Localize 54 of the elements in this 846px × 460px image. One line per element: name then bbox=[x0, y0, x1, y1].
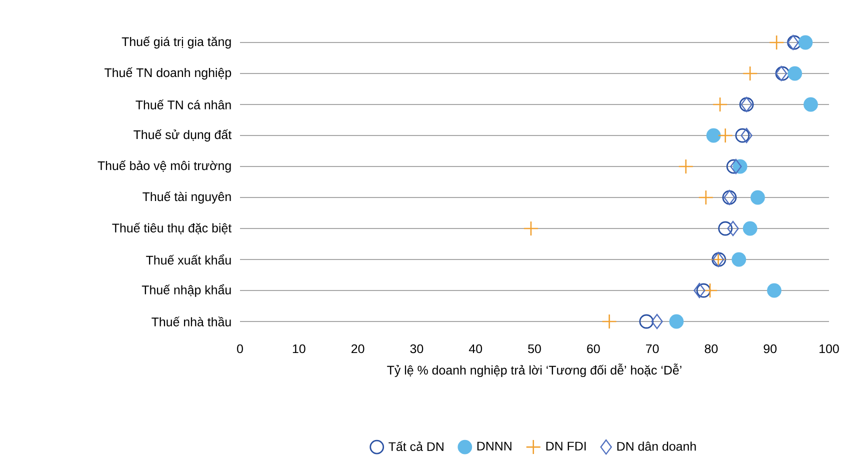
point bbox=[639, 314, 654, 329]
x-tick-label: 10 bbox=[292, 344, 306, 354]
point bbox=[694, 282, 706, 298]
x-tick-label: 100 bbox=[820, 344, 839, 354]
point bbox=[651, 314, 663, 330]
point bbox=[742, 221, 758, 236]
point bbox=[732, 252, 746, 267]
y-tick-label: Thuế xuất khẩu bbox=[146, 254, 231, 265]
legend-label: DNNN bbox=[477, 442, 512, 450]
y-tick-label: Thuế bảo vệ môi trường bbox=[98, 160, 231, 173]
point bbox=[787, 34, 799, 50]
point bbox=[750, 190, 765, 205]
point bbox=[804, 97, 818, 112]
legend-label: Tất cả DN bbox=[388, 441, 444, 452]
y-tick-label: Thuế TN cá nhân bbox=[136, 100, 231, 110]
y-tick-label: Thuế nhà thầu bbox=[152, 316, 231, 326]
point bbox=[702, 282, 718, 298]
point bbox=[788, 66, 802, 81]
point bbox=[706, 128, 721, 143]
point bbox=[678, 158, 694, 174]
point bbox=[735, 128, 750, 143]
point bbox=[718, 128, 733, 144]
x-tick-label: 50 bbox=[528, 344, 541, 354]
y-tick-label: Thuế giá trị gia tăng bbox=[122, 36, 231, 49]
point bbox=[742, 66, 758, 82]
point bbox=[712, 96, 728, 112]
x-tick-label: 20 bbox=[352, 344, 364, 354]
point bbox=[798, 35, 813, 50]
x-tick-label: 70 bbox=[646, 344, 659, 354]
point bbox=[768, 34, 784, 50]
y-tick-label: Thuế tiêu thụ đặc biệt bbox=[112, 222, 232, 234]
y-tick-label: Thuế tài nguyên bbox=[142, 191, 231, 204]
x-tick-label: 60 bbox=[587, 344, 600, 354]
x-tick-label: 80 bbox=[704, 344, 718, 354]
point bbox=[767, 283, 782, 298]
x-axis-title: Tỷ lệ % doanh nghiệp trả lời ‘Tương đối dễ’ hoặc ‘Dễ’ bbox=[387, 364, 682, 378]
point bbox=[730, 158, 742, 174]
point bbox=[698, 190, 714, 206]
point bbox=[523, 220, 539, 236]
legend-label: DN FDI bbox=[546, 442, 586, 450]
x-tick-label: 30 bbox=[410, 344, 424, 354]
point bbox=[740, 128, 752, 144]
y-tick-label: Thuế sử dụng đất bbox=[134, 129, 232, 142]
point bbox=[718, 221, 733, 236]
x-tick-label: 40 bbox=[468, 344, 482, 354]
y-tick-label: Thuế nhập khẩu bbox=[142, 284, 231, 297]
point bbox=[727, 220, 739, 236]
point bbox=[602, 314, 617, 330]
point bbox=[669, 314, 684, 329]
point bbox=[696, 283, 711, 298]
x-tick-label: 0 bbox=[237, 344, 243, 354]
y-tick-label: Thuế TN doanh nghiệp bbox=[104, 67, 232, 80]
x-tick-label: 90 bbox=[764, 344, 777, 354]
legend-label: DN dân doanh bbox=[617, 442, 696, 451]
